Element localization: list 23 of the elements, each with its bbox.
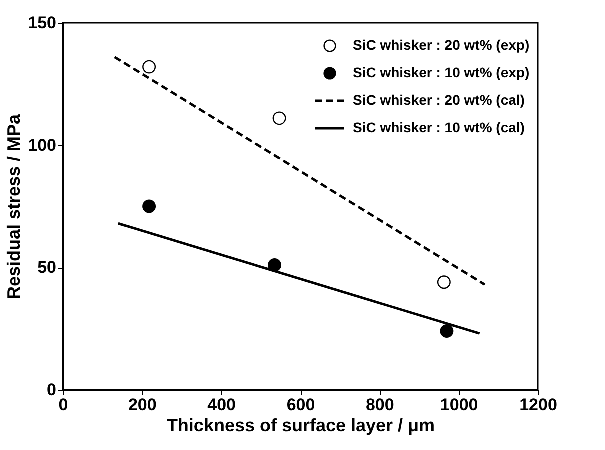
point (272, 112, 286, 126)
legend-label: SiC whisker : 20 wt% (exp) (353, 37, 530, 53)
x-tick-label: 400 (208, 396, 236, 414)
legend-label: SiC whisker : 10 wt% (cal) (353, 120, 525, 136)
x-tick-label: 600 (286, 396, 316, 414)
x-tick-label: 1200 (520, 396, 558, 414)
x-tick-label: 1000 (440, 396, 478, 414)
y-tick-label: 50 (38, 258, 56, 278)
y-tick-label: 0 (47, 380, 56, 400)
y-axis-title: Residual stress / MPa (4, 113, 24, 300)
point (142, 200, 156, 214)
y-tick-label: 100 (28, 136, 56, 155)
point (437, 276, 451, 290)
x-axis-title: Thickness of surface layer / μm (166, 416, 436, 436)
legend-label: SiC whisker : 10 wt% (exp) (353, 64, 530, 80)
x-tick-label: 200 (128, 396, 157, 414)
legend-label: SiC whisker : 20 wt% (cal) (353, 92, 525, 108)
y-tick-label: 150 (28, 14, 56, 32)
point (268, 258, 282, 272)
point (142, 60, 156, 74)
point (440, 324, 454, 338)
x-tick-label: 800 (366, 396, 394, 414)
x-tick-label: 0 (58, 396, 68, 414)
